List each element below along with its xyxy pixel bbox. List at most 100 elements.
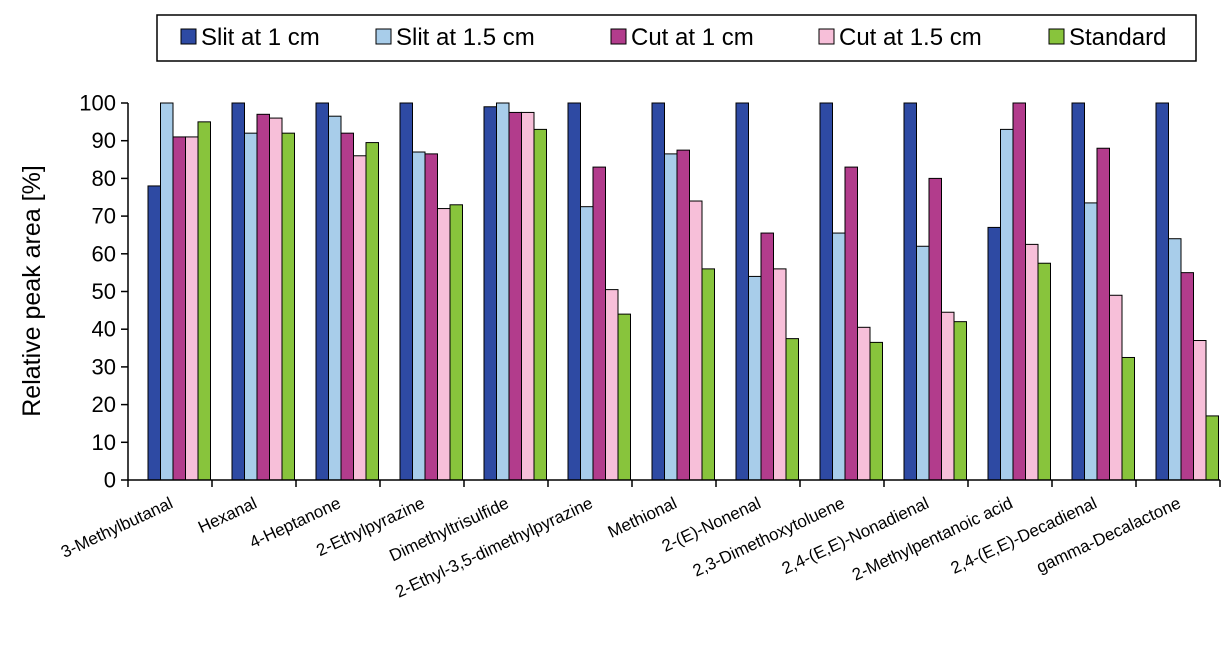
bar [1109,294,1123,481]
legend-box [156,14,1197,62]
legend-swatch [180,28,197,45]
bar [651,102,665,481]
bar [664,153,678,481]
bar [160,102,174,481]
legend-label: Slit at 1.5 cm [396,24,535,51]
bar [617,313,631,481]
y-tick-label: 30 [92,354,116,379]
bar [365,142,379,481]
y-tick-label: 40 [92,317,116,342]
bar [1037,262,1051,481]
bar [231,102,245,481]
legend-swatch [818,28,835,45]
bar [689,200,703,481]
bar [315,102,329,481]
bars [147,102,1219,481]
bar [496,102,510,481]
bar [1084,202,1098,481]
x-tick-label: Hexanal [195,493,260,537]
bar [244,132,258,481]
bar [449,204,463,481]
x-tick-label: 3-Methylbutanal [58,493,176,561]
bar [819,102,833,481]
bar [928,177,942,481]
x-tick-label: 2,4-(E,E)-Decadienal [948,493,1100,577]
legend: Slit at 1 cm Slit at 1.5 cm Cut at 1 cm Cut… [156,14,1197,62]
bar [508,111,522,481]
bar [748,275,762,481]
y-tick-label: 20 [92,392,116,417]
bar [1000,128,1014,481]
bar [760,232,774,481]
bar [676,149,690,481]
bar [785,338,799,481]
y-tick-label: 80 [92,166,116,191]
bar [172,136,186,481]
y-axis-label: Relative peak area [%] [18,165,46,417]
bar [987,226,1001,481]
y-tick-label: 90 [92,128,116,153]
bar [147,185,161,481]
bar [832,232,846,481]
bar [340,132,354,481]
legend-label: Standard [1069,24,1166,51]
bar [1155,102,1169,481]
bar [353,155,367,481]
bar [185,136,199,481]
bar [605,289,619,481]
bar [869,341,883,481]
legend-swatch [375,28,392,45]
bar [412,151,426,481]
x-axis-ticks: 3-Methylbutanal Hexanal4-Heptanone2-Ethyl… [58,480,1221,602]
y-tick-label: 70 [92,204,116,229]
y-tick-label: 0 [104,468,116,493]
bar [328,115,342,481]
bar [437,208,451,481]
legend-label: Slit at 1 cm [201,24,320,51]
legend-swatch [1048,28,1065,45]
bar [281,132,295,481]
y-tick-label: 60 [92,241,116,266]
bar [857,326,871,481]
bar [1071,102,1085,481]
bar [483,106,497,481]
bar [701,268,715,481]
legend-label: Cut at 1 cm [631,24,754,51]
y-tick-label: 50 [92,279,116,304]
bar [1205,415,1219,481]
bar [735,102,749,481]
bar [256,113,270,481]
bar [1180,272,1194,481]
x-tick-label: 2,3-Dimethoxytoluene [690,493,848,580]
bar [567,102,581,481]
bar [399,102,413,481]
bar [773,268,787,481]
bar [424,153,438,481]
bar [521,111,535,481]
bar [533,128,547,481]
legend-swatch [610,28,627,45]
bar [903,102,917,481]
bar [1012,102,1026,481]
legend-label: Cut at 1.5 cm [839,24,982,51]
bar [1096,147,1110,481]
y-tick-label: 10 [92,430,116,455]
bar [941,311,955,481]
bar [953,321,967,481]
x-tick-label: 2-Methylpentanoic acid [849,493,1015,584]
bar [1025,243,1039,481]
bar [1121,356,1135,481]
y-axis-ticks: 0 10 20 30 40 50 60 70 80 90 100 [79,91,128,493]
bar [844,166,858,481]
bar [269,117,283,481]
bar [592,166,606,481]
bar [1193,340,1207,481]
bar [580,206,594,481]
y-tick-label: 100 [79,91,116,116]
bar [197,121,211,481]
x-tick-label: gamma-Decalactone [1033,493,1183,577]
bar [1168,238,1182,481]
axes [127,103,1220,481]
bar [916,245,930,481]
